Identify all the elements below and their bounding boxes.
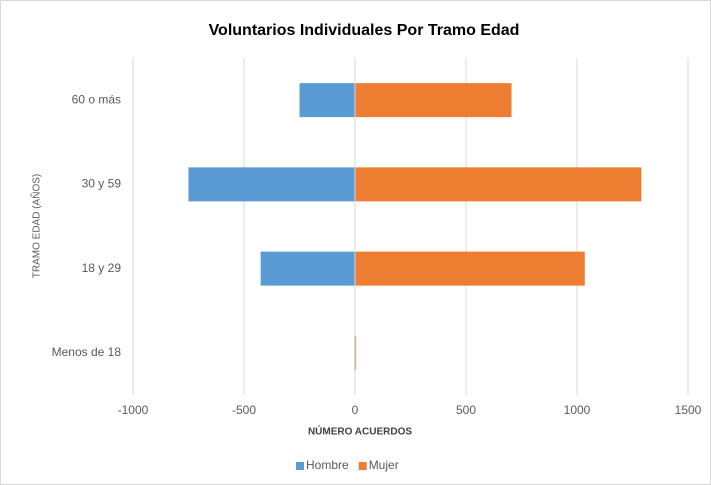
bar [188,167,355,202]
y-tick-label: 60 o más [72,92,121,106]
legend-swatch [296,462,304,470]
bar [299,83,355,118]
chart-title: Voluntarios Individuales Por Tramo Edad [209,22,520,39]
x-tick-label: -1000 [118,403,149,417]
bar [355,83,512,118]
x-tick-label: 500 [456,403,476,417]
y-tick-label: 30 y 59 [82,177,122,191]
y-axis-title: TRAMO EDAD (AÑOS) [30,174,43,278]
bar [260,251,355,286]
x-tick-label: 1500 [675,403,702,417]
legend-swatch [358,462,367,470]
legend-label: Mujer [369,458,399,472]
x-tick-label: 1000 [564,403,591,417]
x-tick-label: -500 [232,403,256,417]
bar [355,167,642,202]
legend-label: Hombre [306,458,349,472]
y-tick-label: 18 y 29 [82,261,122,275]
x-tick-label: 0 [352,403,359,417]
bar [355,335,357,370]
bar [355,251,585,286]
y-tick-label: Menos de 18 [52,345,122,359]
x-axis-title: NÚMERO ACUERDOS [308,425,412,438]
